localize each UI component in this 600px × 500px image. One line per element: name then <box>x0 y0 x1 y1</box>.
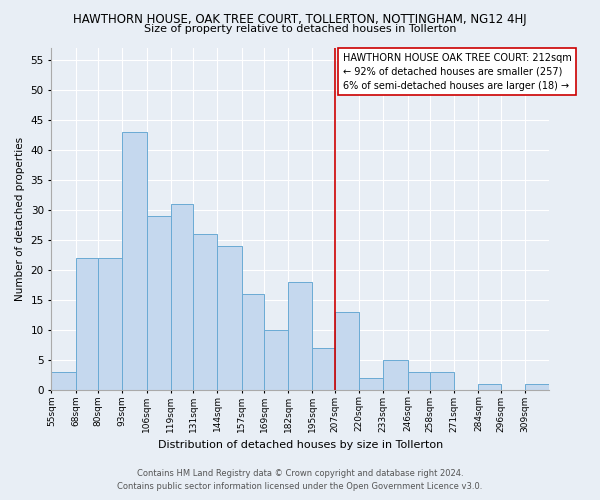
Bar <box>171 204 193 390</box>
Text: Size of property relative to detached houses in Tollerton: Size of property relative to detached ho… <box>144 24 456 34</box>
Bar <box>264 330 288 390</box>
Bar <box>242 294 264 390</box>
Bar <box>52 372 76 390</box>
Bar <box>383 360 407 390</box>
Text: Contains HM Land Registry data © Crown copyright and database right 2024.
Contai: Contains HM Land Registry data © Crown c… <box>118 470 482 491</box>
Bar <box>193 234 217 390</box>
Bar <box>525 384 549 390</box>
Bar <box>407 372 430 390</box>
Bar <box>122 132 146 390</box>
Bar <box>335 312 359 390</box>
Bar <box>217 246 242 390</box>
Text: HAWTHORN HOUSE OAK TREE COURT: 212sqm
← 92% of detached houses are smaller (257): HAWTHORN HOUSE OAK TREE COURT: 212sqm ← … <box>343 52 571 90</box>
Bar <box>146 216 171 390</box>
Bar <box>288 282 313 390</box>
Bar <box>430 372 454 390</box>
Bar <box>359 378 383 390</box>
Y-axis label: Number of detached properties: Number of detached properties <box>15 136 25 300</box>
Text: HAWTHORN HOUSE, OAK TREE COURT, TOLLERTON, NOTTINGHAM, NG12 4HJ: HAWTHORN HOUSE, OAK TREE COURT, TOLLERTO… <box>73 12 527 26</box>
Bar <box>313 348 335 390</box>
Bar <box>76 258 98 390</box>
Bar <box>478 384 501 390</box>
Bar <box>98 258 122 390</box>
X-axis label: Distribution of detached houses by size in Tollerton: Distribution of detached houses by size … <box>158 440 443 450</box>
